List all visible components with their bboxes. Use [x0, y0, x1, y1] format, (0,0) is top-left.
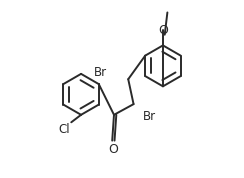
Text: O: O — [158, 24, 168, 37]
Text: O: O — [108, 143, 118, 156]
Text: Br: Br — [142, 110, 156, 123]
Text: Br: Br — [94, 66, 107, 79]
Text: Cl: Cl — [59, 123, 70, 136]
